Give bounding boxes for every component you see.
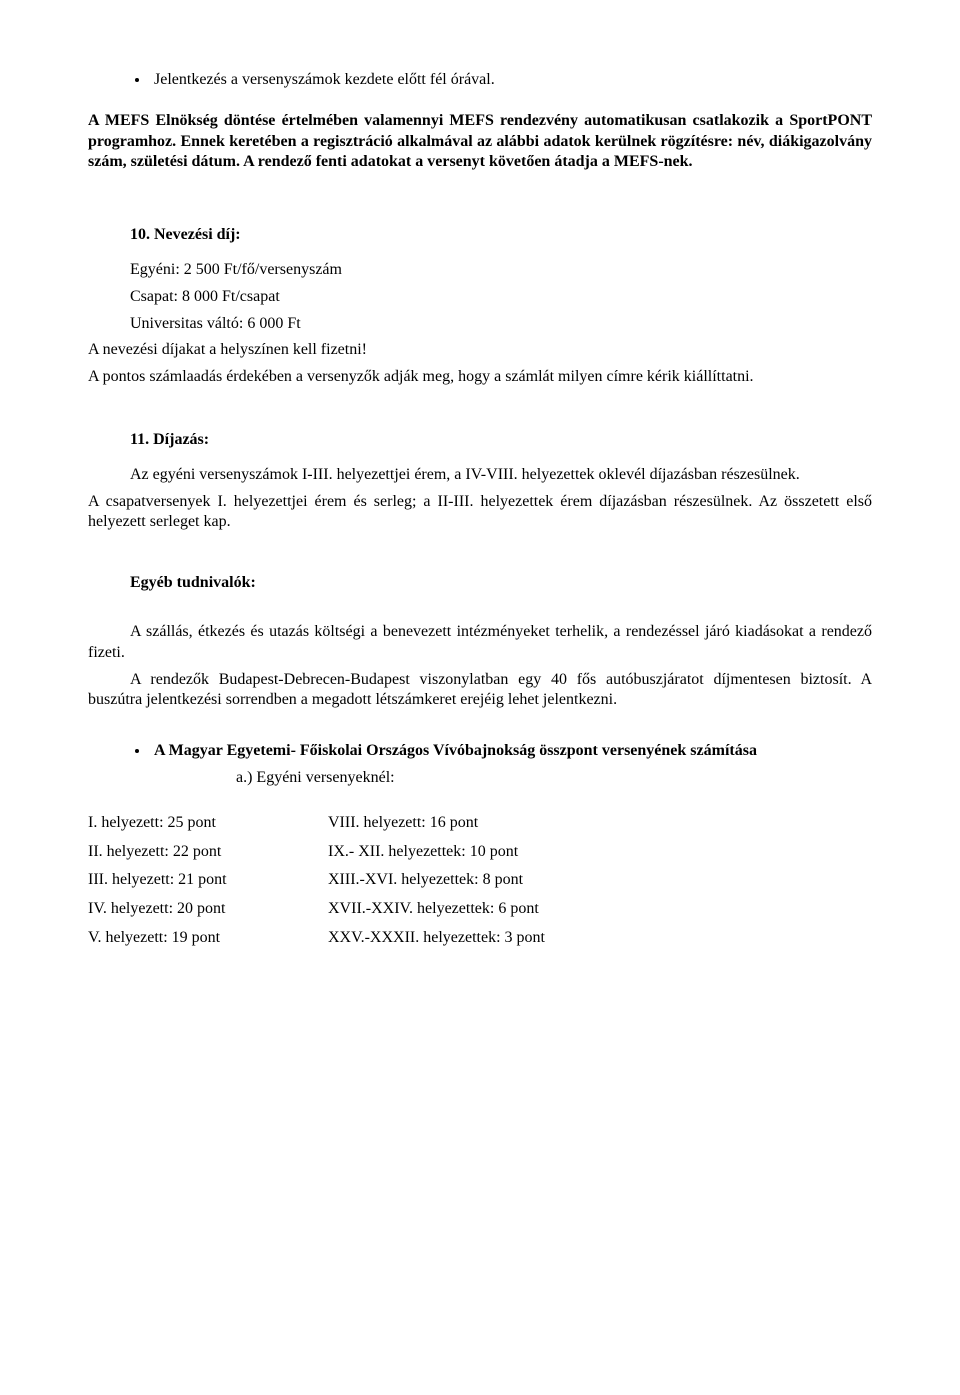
calc-title: A Magyar Egyetemi- Főiskolai Országos Ví… — [154, 742, 757, 759]
section-11-title: 11. Díjazás: — [130, 430, 872, 451]
points-table: I. helyezett: 25 pont VIII. helyezett: 1… — [88, 809, 545, 953]
points-right: XIII.-XVI. helyezettek: 8 pont — [328, 866, 545, 895]
fee-line-individual: Egyéni: 2 500 Ft/fő/versenyszám — [130, 260, 872, 281]
section-11-body: Az egyéni versenyszámok I-III. helyezett… — [88, 465, 872, 486]
table-row: II. helyezett: 22 pont IX.- XII. helyeze… — [88, 838, 545, 867]
points-right: IX.- XII. helyezettek: 10 pont — [328, 838, 545, 867]
table-row: IV. helyezett: 20 pont XVII.-XXIV. helye… — [88, 895, 545, 924]
calc-sub-a: a.) Egyéni versenyeknél: — [236, 768, 872, 789]
calc-bullet-list: A Magyar Egyetemi- Főiskolai Országos Ví… — [88, 741, 872, 789]
fee-invoice-note: A pontos számlaadás érdekében a versenyz… — [88, 367, 872, 388]
fee-line-relay: Universitas váltó: 6 000 Ft — [130, 314, 872, 335]
table-row: III. helyezett: 21 pont XIII.-XVI. helye… — [88, 866, 545, 895]
calc-bullet-item: A Magyar Egyetemi- Főiskolai Országos Ví… — [150, 741, 872, 789]
points-left: IV. helyezett: 20 pont — [88, 895, 328, 924]
points-right: VIII. helyezett: 16 pont — [328, 809, 545, 838]
fee-onsite-note: A nevezési díjakat a helyszínen kell fiz… — [88, 340, 872, 361]
awards-individual: Az egyéni versenyszámok I-III. helyezett… — [88, 465, 872, 486]
bullet-list: Jelentkezés a versenyszámok kezdete előt… — [88, 70, 872, 91]
bullet-text: Jelentkezés a versenyszámok kezdete előt… — [154, 71, 495, 88]
bullet-item: Jelentkezés a versenyszámok kezdete előt… — [150, 70, 872, 91]
points-left: V. helyezett: 19 pont — [88, 924, 328, 953]
points-right: XXV.-XXXII. helyezettek: 3 pont — [328, 924, 545, 953]
other-info-body: A szállás, étkezés és utazás költségi a … — [88, 622, 872, 711]
points-right: XVII.-XXIV. helyezettek: 6 pont — [328, 895, 545, 924]
points-left: III. helyezett: 21 pont — [88, 866, 328, 895]
section-10-body: Egyéni: 2 500 Ft/fő/versenyszám Csapat: … — [130, 260, 872, 334]
table-row: I. helyezett: 25 pont VIII. helyezett: 1… — [88, 809, 545, 838]
other-info-title: Egyéb tudnivalók: — [130, 573, 872, 594]
points-left: I. helyezett: 25 pont — [88, 809, 328, 838]
other-info-p2: A rendezők Budapest-Debrecen-Budapest vi… — [88, 670, 872, 712]
other-info-p1: A szállás, étkezés és utazás költségi a … — [88, 622, 872, 664]
table-row: V. helyezett: 19 pont XXV.-XXXII. helyez… — [88, 924, 545, 953]
paragraph-sportpont: A MEFS Elnökség döntése értelmében valam… — [88, 111, 872, 173]
section-10-title: 10. Nevezési díj: — [130, 225, 872, 246]
points-left: II. helyezett: 22 pont — [88, 838, 328, 867]
fee-line-team: Csapat: 8 000 Ft/csapat — [130, 287, 872, 308]
awards-team: A csapatversenyek I. helyezettjei érem é… — [88, 492, 872, 534]
